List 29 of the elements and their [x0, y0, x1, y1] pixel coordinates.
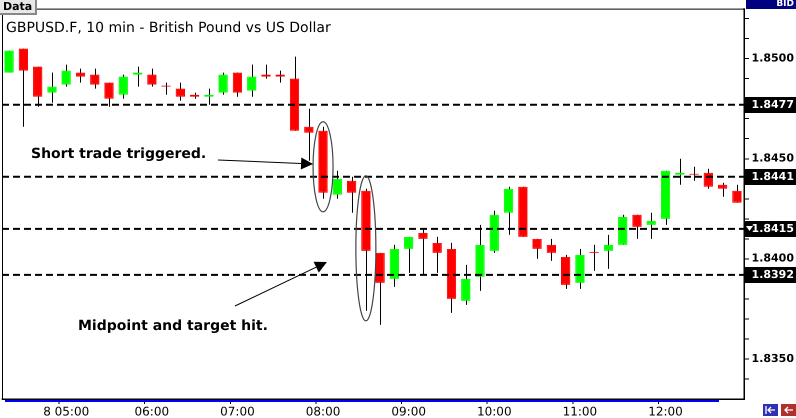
y-tick-label: 1.8400 [752, 252, 794, 265]
candlestick [718, 182, 728, 198]
x-tick-label: 8 05:00 [43, 404, 90, 418]
x-tick-label: 12:00 [648, 404, 683, 418]
candlestick [546, 238, 556, 262]
x-tick-label: 11:00 [562, 404, 598, 418]
x-tick-label: 07:00 [220, 404, 255, 418]
candlestick [304, 108, 314, 162]
ref-line-label: 1.8392 [752, 268, 794, 281]
candlestick [118, 74, 128, 100]
candlestick [604, 234, 614, 270]
candlestick [218, 72, 228, 96]
candlestick [76, 68, 86, 84]
ref-line-label: 1.8441 [752, 170, 794, 183]
x-tick-label: 10:00 [476, 404, 512, 418]
candlestick [232, 72, 242, 98]
y-tick-label: 1.8500 [752, 52, 794, 65]
annotation: Data [0, 0, 38, 15]
ref-line-label: 1.8477 [752, 98, 794, 111]
x-tick-label: 08:00 [306, 404, 340, 418]
annotation: Short trade triggered. [31, 146, 206, 162]
annotation: Midpoint and target hit. [78, 318, 268, 334]
y-tick-label: 1.8450 [752, 152, 794, 165]
candlestick [176, 82, 186, 102]
x-tick-label: 06:00 [134, 404, 170, 418]
x-tick-label: 09:00 [391, 404, 426, 418]
y-tick-label: 1.8350 [752, 352, 794, 365]
text: GBPUSD.F, 10 min - British Pound vs US Dollar [6, 20, 331, 36]
ref-line-label: 1.8415 [752, 222, 794, 235]
